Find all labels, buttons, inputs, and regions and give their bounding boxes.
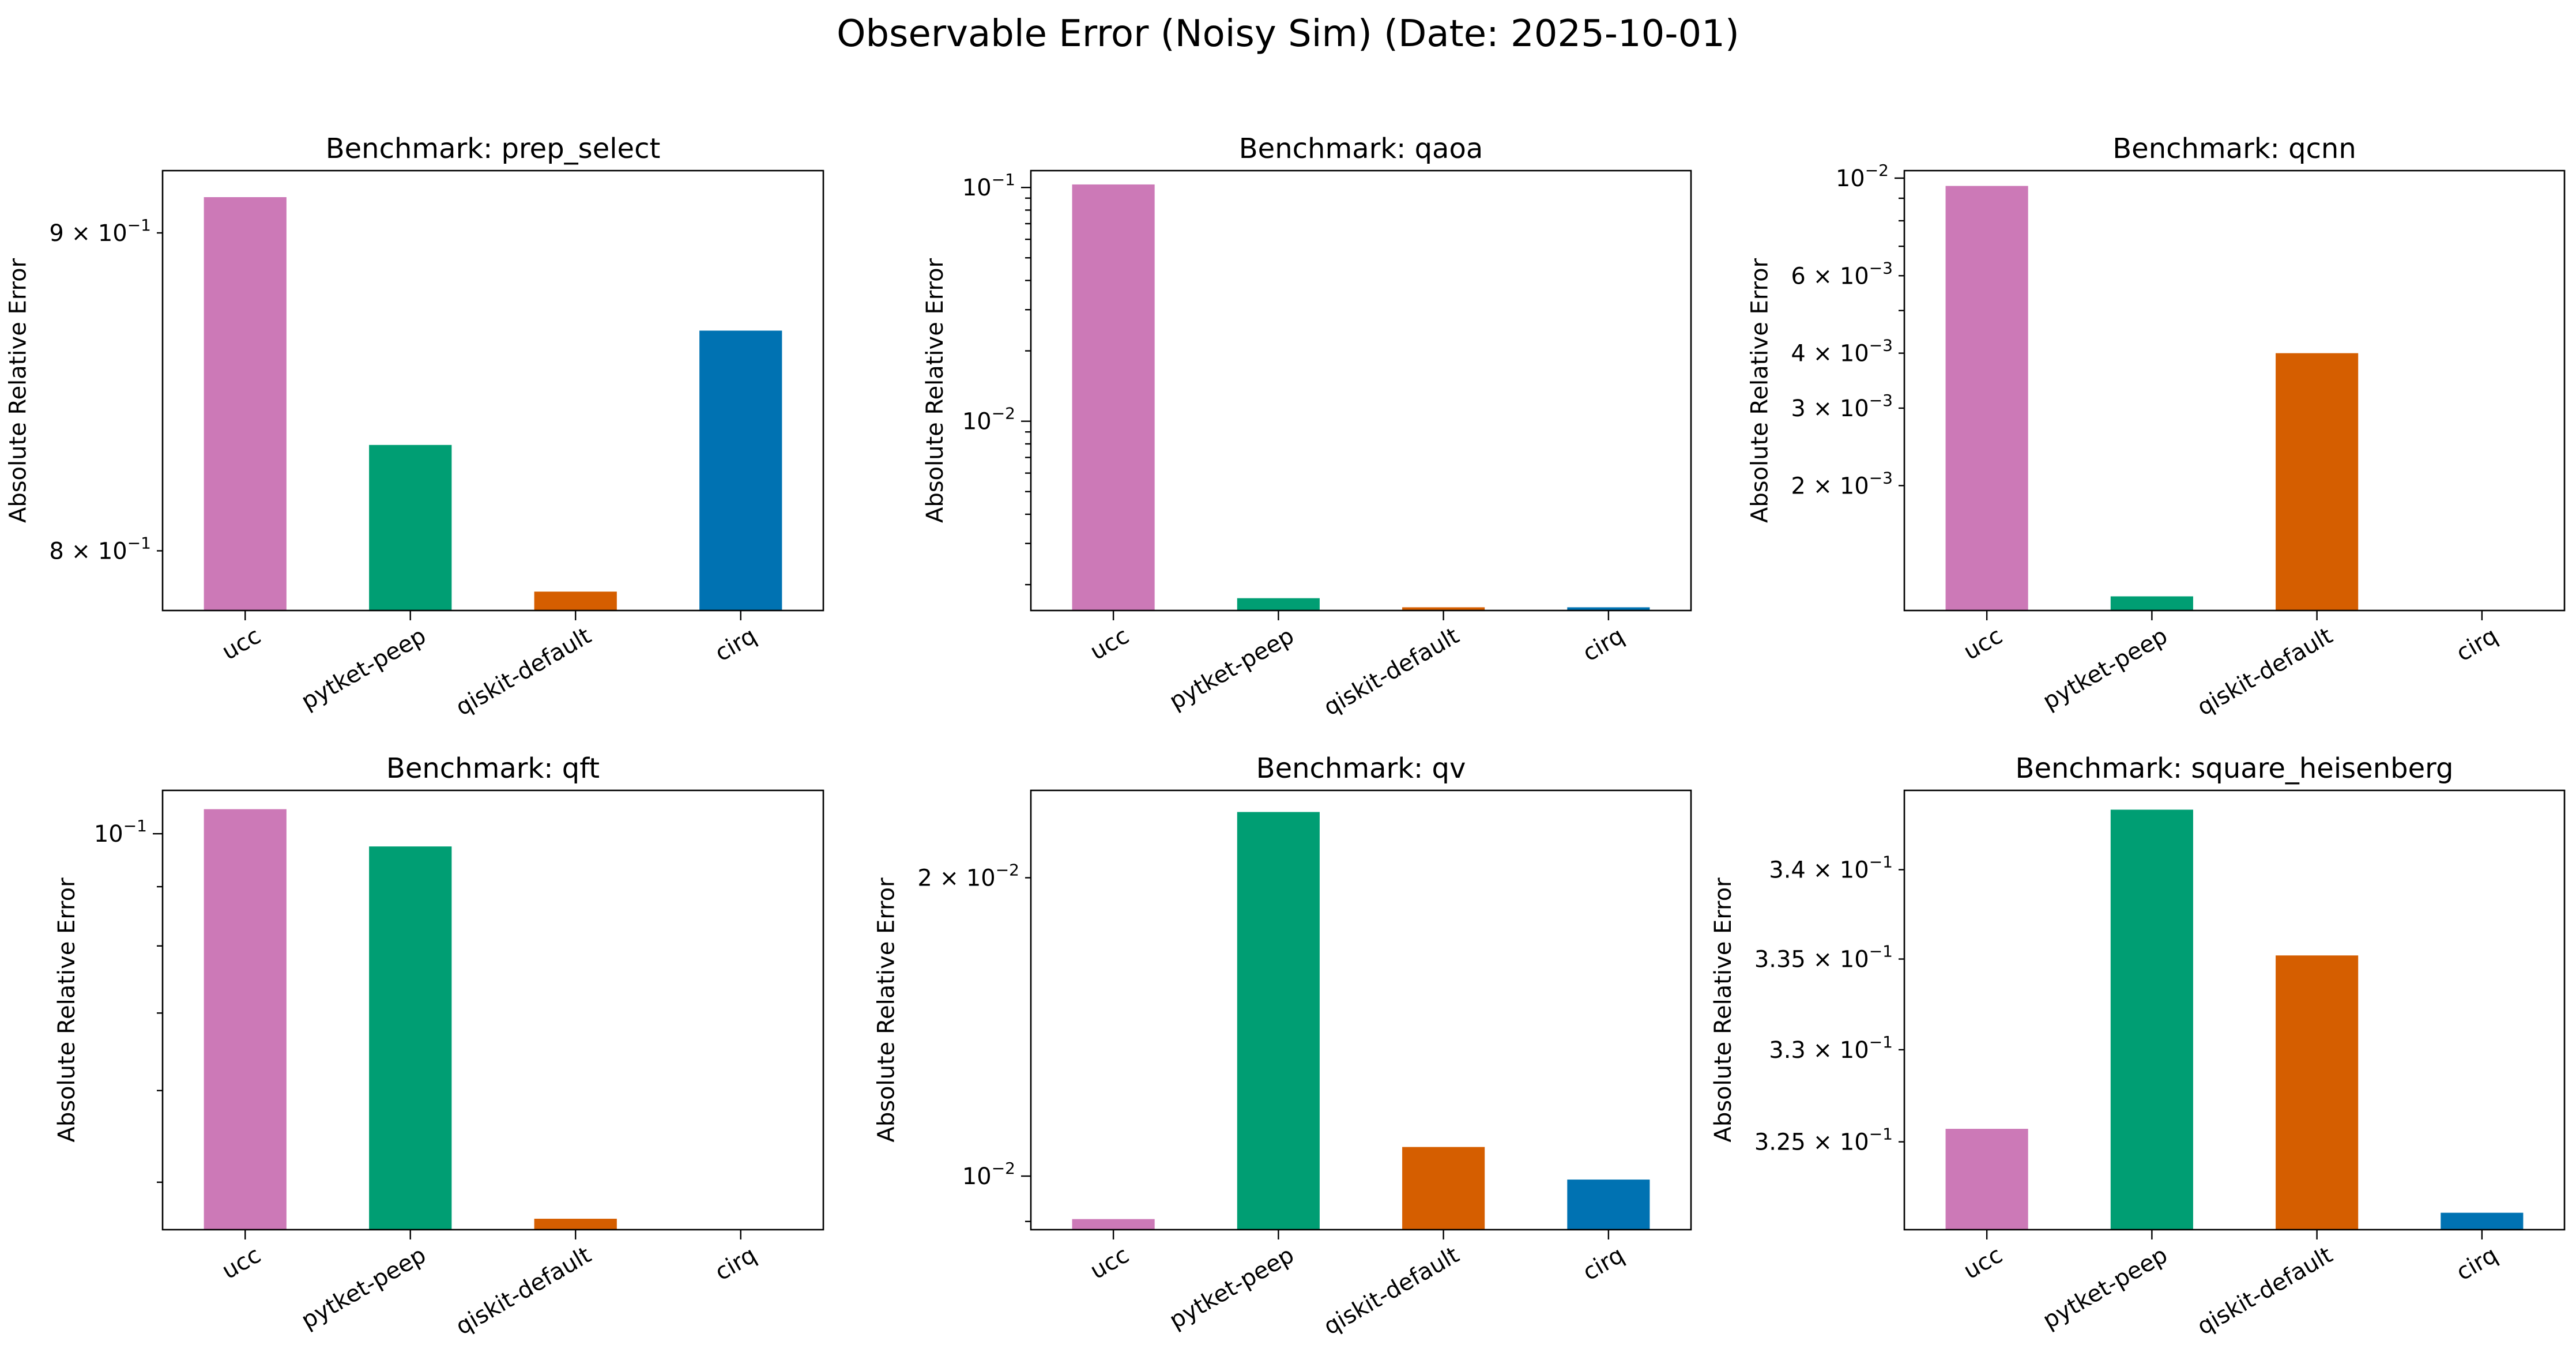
bar-ucc (1072, 184, 1155, 611)
x-tick-label: pytket-peep (1165, 623, 1298, 715)
subplot-title: Benchmark: qcnn (2112, 133, 2356, 165)
axes-frame (1903, 169, 2566, 612)
bar-cirq (699, 330, 782, 611)
bar-qiskit-default (534, 1219, 617, 1230)
x-tick-label: ucc (217, 623, 265, 666)
x-tick-label: cirq (710, 1242, 760, 1286)
y-tick-label: 10−2 (962, 1159, 1015, 1190)
bar-qiskit-default (2276, 955, 2359, 1230)
x-tick-label: ucc (1959, 623, 2007, 666)
x-tick-label: cirq (1579, 623, 1629, 667)
bar-cirq (1567, 1180, 1650, 1230)
x-tick-label: cirq (2452, 623, 2502, 667)
axes-frame (161, 169, 824, 612)
bar-qiskit-default (1402, 607, 1485, 611)
x-tick-label: pytket-peep (297, 1242, 431, 1334)
y-tick-label: 9 × 10−1 (49, 216, 151, 247)
bar-pytket-peep (1237, 598, 1320, 611)
bar-pytket-peep (369, 444, 452, 611)
y-axis-label: Absolute Relative Error (1710, 877, 1737, 1143)
bar-ucc (1945, 186, 2028, 611)
x-tick-label: pytket-peep (1165, 1242, 1298, 1334)
bar-pytket-peep (1237, 812, 1320, 1230)
x-tick-label: ucc (1086, 623, 1133, 666)
x-tick-label: qiskit-default (451, 1242, 596, 1340)
axes-frame (1030, 789, 1692, 1231)
y-tick-label: 10−2 (1836, 161, 1889, 192)
y-tick-label: 3.35 × 10−1 (1754, 942, 1893, 973)
y-tick-label: 3.4 × 10−1 (1769, 853, 1893, 884)
subplot-6: 3.25 × 10−1 3.3 × 10−1 3.35 × 10−1 3.4 × 10… (1710, 752, 2566, 1340)
x-tick-label: qiskit-default (1319, 623, 1463, 721)
bar-qiskit-default (534, 591, 617, 611)
x-tick-label: ucc (1959, 1242, 2007, 1285)
x-tick-label: ucc (1086, 1242, 1133, 1285)
y-axis-label: Absolute Relative Error (873, 877, 899, 1143)
x-tick-label: cirq (710, 623, 760, 667)
subplot-2: 10−2 10−1 ucc pytket-peep qiskit-default cirq… (922, 133, 1692, 721)
y-axis-label: Absolute Relative Error (5, 258, 31, 523)
y-tick-label: 4 × 10−3 (1791, 336, 1893, 367)
y-axis-label: Absolute Relative Error (54, 877, 80, 1143)
y-tick-label: 10−2 (962, 404, 1015, 435)
figure-title: Observable Error (Noisy Sim) (Date: 2025… (837, 13, 1739, 55)
y-tick-label: 10−1 (94, 816, 147, 847)
subplot-title: Benchmark: square_heisenberg (2016, 752, 2454, 785)
y-tick-label: 10−1 (962, 170, 1015, 201)
x-tick-label: qiskit-default (1319, 1242, 1463, 1340)
subplot-3: 10−2 2 × 10−3 3 × 10−3 4 × 10−3 6 × 10−3 ucc p… (1746, 133, 2566, 721)
x-tick-label: qiskit-default (2193, 1242, 2337, 1340)
bar-qiskit-default (1402, 1147, 1485, 1230)
bar-ucc (204, 197, 287, 611)
x-tick-label: qiskit-default (451, 623, 596, 721)
bar-pytket-peep (369, 846, 452, 1230)
x-tick-label: cirq (1579, 1242, 1629, 1286)
y-axis-label: Absolute Relative Error (922, 258, 948, 523)
x-tick-label: pytket-peep (297, 623, 431, 715)
subplot-5: 10−2 2 × 10−2 ucc pytket-peep qiskit-default… (873, 752, 1692, 1340)
bar-cirq (2441, 1212, 2524, 1230)
x-tick-label: ucc (217, 1242, 265, 1285)
subplot-4: 10−1 ucc pytket-peep qiskit-default cirq Benc… (54, 752, 824, 1340)
subplot-title: Benchmark: qv (1256, 752, 1466, 785)
bar-ucc (1072, 1219, 1155, 1230)
y-tick-label: 3.25 × 10−1 (1754, 1125, 1893, 1156)
y-tick-label: 3.3 × 10−1 (1769, 1033, 1893, 1064)
subplot-title: Benchmark: prep_select (326, 133, 661, 165)
axes-frame (1030, 169, 1692, 612)
subplot-1: 8 × 10−1 9 × 10−1 ucc pytket-peep qiskit-def… (5, 133, 824, 721)
y-tick-label: 8 × 10−1 (49, 533, 151, 564)
bar-pytket-peep (2110, 809, 2193, 1230)
x-tick-label: pytket-peep (2038, 623, 2172, 715)
y-axis-label: Absolute Relative Error (1746, 258, 1773, 523)
x-tick-label: cirq (2452, 1242, 2502, 1286)
axes-frame (1903, 789, 2566, 1231)
bar-pytket-peep (2110, 596, 2193, 611)
y-tick-label: 2 × 10−3 (1791, 468, 1893, 499)
bar-qiskit-default (2276, 353, 2359, 611)
y-tick-label: 6 × 10−3 (1791, 258, 1893, 289)
y-tick-label: 2 × 10−2 (917, 861, 1019, 892)
axes-frame (161, 789, 824, 1231)
bar-ucc (1945, 1129, 2028, 1230)
y-tick-label: 3 × 10−3 (1791, 391, 1893, 422)
bar-ucc (204, 809, 287, 1230)
subplot-title: Benchmark: qaoa (1239, 133, 1483, 165)
x-tick-label: qiskit-default (2193, 623, 2337, 721)
x-tick-label: pytket-peep (2038, 1242, 2172, 1334)
subplot-title: Benchmark: qft (386, 752, 600, 785)
bar-cirq (1567, 607, 1650, 611)
